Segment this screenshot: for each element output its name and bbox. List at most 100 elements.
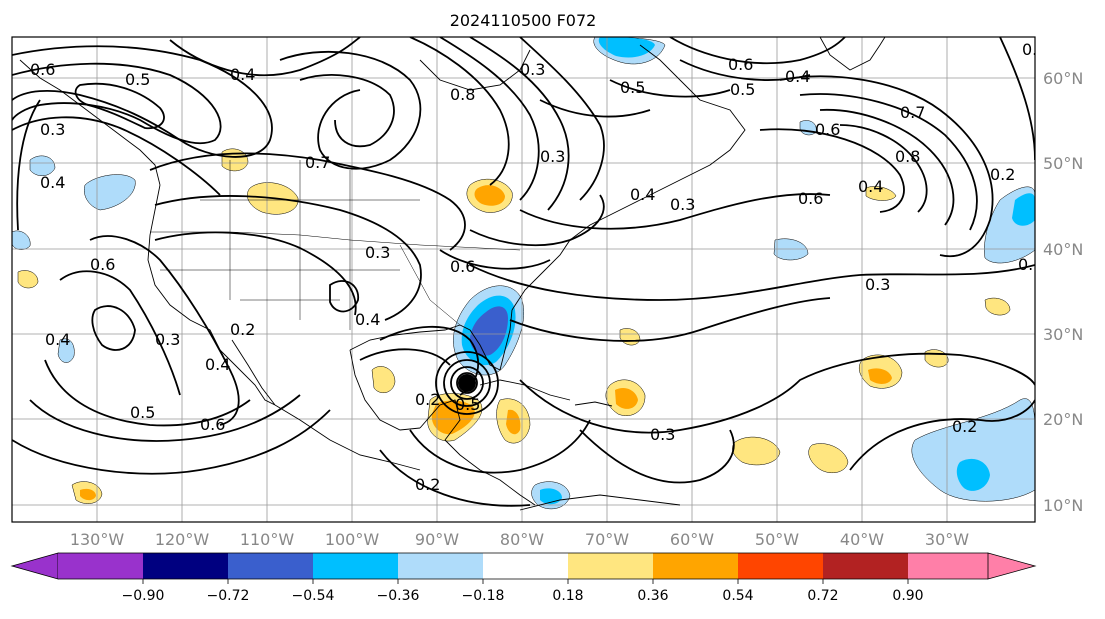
colorbar-tick-label: 0.54	[722, 588, 753, 604]
colorbar-segment	[228, 553, 313, 579]
colorbar-outline	[58, 552, 988, 580]
lon-label: 100°W	[325, 530, 380, 549]
lon-label: 90°W	[415, 530, 459, 549]
contour-label: 0.3	[365, 243, 390, 262]
contour-label: 0.7	[900, 103, 925, 122]
blue-region-westedge	[12, 230, 31, 250]
contour-label: 0.2	[415, 390, 440, 409]
contour-label: 0.2	[1022, 40, 1047, 59]
colorbar-tick-labels: −0.90 −0.72 −0.54 −0.36 −0.18 0.18 0.36 …	[122, 588, 924, 604]
yellow-region-west	[17, 270, 39, 289]
lon-label: 30°W	[925, 530, 969, 549]
contour-label: 0.2	[990, 165, 1015, 184]
contour-label: 0.4	[45, 330, 70, 349]
map-frame	[11, 36, 1036, 523]
colorbar-tick-label: 0.90	[892, 588, 923, 604]
contour-label: 0.4	[355, 310, 380, 329]
blue-region-tropatl	[956, 458, 990, 491]
colorbar-segment	[653, 553, 738, 579]
contour-label: 0.8	[895, 147, 920, 166]
contour-label: 0.5	[125, 70, 150, 89]
yellow-region-atlantic3	[808, 443, 849, 474]
contour-label: 0.3	[155, 330, 180, 349]
coastlines	[19, 37, 886, 511]
contour-label: 0.4	[230, 65, 255, 84]
contour-label: 0.4	[785, 67, 810, 86]
lon-label: 120°W	[155, 530, 210, 549]
contour-label: 0.3	[865, 275, 890, 294]
colorbar-tick-label: −0.36	[377, 588, 420, 604]
colorbar-segment	[313, 553, 398, 579]
contour-label: 0.6	[450, 257, 475, 276]
contour-label: 0.3	[1018, 255, 1043, 274]
colorbar-segment	[483, 553, 568, 579]
lat-label: 50°N	[1043, 154, 1083, 173]
map-area	[12, 37, 1035, 522]
blue-region-eastatl	[1012, 193, 1035, 226]
map-title: 2024110500 F072	[450, 11, 597, 30]
contour-label: 0.8	[450, 85, 475, 104]
lon-label: 60°W	[670, 530, 714, 549]
yellow-region-gulf	[371, 366, 396, 394]
orange-region	[431, 400, 475, 435]
contour-label: 0.5	[620, 78, 645, 97]
orange-region-atlantic4	[868, 368, 892, 384]
colorbar-tick-label: −0.90	[122, 588, 165, 604]
contour-label: 0.3	[650, 425, 675, 444]
colorbar-segment	[568, 553, 653, 579]
lat-label: 30°N	[1043, 325, 1083, 344]
lon-label: 80°W	[500, 530, 544, 549]
colorbar-segment	[398, 553, 483, 579]
contours	[12, 37, 1035, 507]
contour-label: 0.4	[40, 173, 65, 192]
contour-label: 0.6	[815, 120, 840, 139]
contour-label: 0.6	[728, 55, 753, 74]
contour-label: 0.4	[630, 185, 655, 204]
map-content: 0.6 0.3 0.4 0.8 0.5 0.3 0.7 0.4 0.3 0.6 …	[12, 37, 1047, 522]
lat-label: 40°N	[1043, 240, 1083, 259]
contour-label: 0.4	[858, 177, 883, 196]
colorbar-segment	[143, 553, 228, 579]
contour-label: 0.5	[455, 395, 480, 414]
blue-region-pacific2	[57, 338, 75, 363]
blue-region-midatl	[773, 238, 809, 261]
contour-label: 0.6	[30, 60, 55, 79]
yellow-region-northatl	[865, 186, 897, 201]
lon-label: 110°W	[240, 530, 295, 549]
blue-region-alaska	[29, 155, 56, 176]
contour-label: 0.3	[520, 60, 545, 79]
colorbar-ticks	[142, 579, 909, 584]
lon-label: 130°W	[70, 530, 125, 549]
contour-label: 0.3	[670, 195, 695, 214]
storm-center-marker	[458, 374, 476, 392]
orange-region-pacific	[80, 488, 96, 501]
colorbar-segment	[58, 553, 143, 579]
contour-label: 0.3	[540, 147, 565, 166]
colorbar-tick-label: −0.18	[462, 588, 505, 604]
lat-label: 20°N	[1043, 410, 1083, 429]
contour-label: 0.6	[90, 255, 115, 274]
contour-label: 0.2	[952, 417, 977, 436]
blue-region-dark	[470, 306, 508, 356]
blue-region-tropatl-light	[911, 398, 1035, 502]
colorbar-extend-low	[10, 552, 59, 580]
contour-label: 0.6	[200, 415, 225, 434]
latitude-labels: 60°N 50°N 40°N 30°N 20°N 10°N	[1043, 69, 1083, 515]
colorbar-tick-label: −0.72	[207, 588, 250, 604]
contour-label: 0.5	[130, 403, 155, 422]
contour-label: 0.7	[305, 153, 330, 172]
colorbar-segment	[908, 553, 988, 579]
contour-label: 0.6	[798, 189, 823, 208]
contour-label: 0.4	[205, 355, 230, 374]
colorbar: −0.90 −0.72 −0.54 −0.36 −0.18 0.18 0.36 …	[10, 552, 1037, 604]
contour-labels: 0.6 0.3 0.4 0.8 0.5 0.3 0.7 0.4 0.3 0.6 …	[30, 40, 1047, 494]
lat-label: 60°N	[1043, 69, 1083, 88]
colorbar-tick-label: 0.18	[552, 588, 583, 604]
orange-region-atlantic1	[615, 388, 638, 409]
colorbar-segment	[823, 553, 908, 579]
lon-label: 70°W	[585, 530, 629, 549]
contour-label: 0.3	[40, 120, 65, 139]
contour-label: 0.5	[730, 80, 755, 99]
